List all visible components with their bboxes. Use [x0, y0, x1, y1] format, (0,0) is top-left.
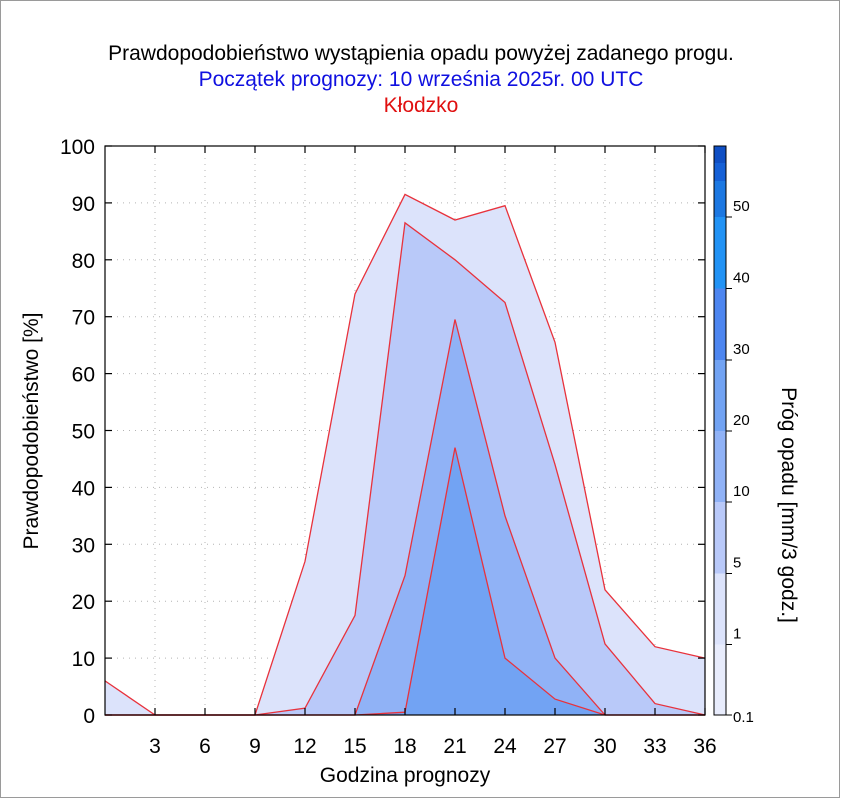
colorbar-segment — [714, 431, 726, 502]
x-tick-label: 15 — [343, 735, 366, 758]
y-tick-label: 0 — [83, 705, 95, 728]
x-axis-ticks: 3 6 9 12 15 18 21 24 27 30 33 36 — [149, 146, 717, 758]
colorbar-label: Próg opadu [mm/3 godz.] — [777, 387, 800, 623]
x-tick-label: 36 — [693, 735, 716, 758]
chart-location: Kłodzko — [383, 94, 459, 117]
colorbar-segment — [714, 181, 726, 217]
chart-subtitle: Początek prognozy: 10 września 2025r. 00… — [198, 68, 644, 91]
colorbar-tick-label: 40 — [733, 270, 750, 287]
area-threshold-5 — [105, 319, 705, 715]
chart-title: Prawdopodobieństwo wystąpienia opadu pow… — [108, 42, 734, 65]
colorbar-tick-label: 20 — [733, 412, 750, 429]
x-tick-label: 12 — [293, 735, 316, 758]
y-axis-label: Prawdopodobieństwo [%] — [20, 313, 43, 550]
y-tick-label: 90 — [72, 193, 95, 216]
y-axis-ticks: 0 10 20 30 40 50 60 70 80 90 100 — [60, 136, 705, 728]
y-tick-label: 40 — [72, 477, 95, 500]
y-tick-label: 30 — [72, 534, 95, 557]
colorbar-segment — [714, 146, 726, 163]
colorbar-tick-label: 50 — [733, 198, 750, 215]
x-tick-label: 27 — [543, 735, 566, 758]
y-tick-label: 60 — [72, 364, 95, 387]
colorbar-segment — [714, 360, 726, 431]
colorbar-tick-label: 5 — [733, 555, 741, 572]
y-tick-label: 70 — [72, 307, 95, 330]
x-axis-label: Godzina prognozy — [320, 764, 491, 787]
x-tick-label: 9 — [249, 735, 261, 758]
y-tick-label: 10 — [72, 648, 95, 671]
x-tick-label: 6 — [199, 735, 211, 758]
colorbar: 0.1 1 5 10 20 30 40 50 — [713, 145, 754, 726]
x-tick-label: 3 — [149, 735, 161, 758]
colorbar-tick-label: 10 — [733, 483, 750, 500]
x-tick-label: 24 — [493, 735, 517, 758]
colorbar-segment — [714, 644, 726, 715]
y-tick-label: 100 — [60, 136, 95, 159]
colorbar-segment — [714, 573, 726, 645]
y-tick-label: 80 — [72, 250, 95, 273]
colorbar-segment — [714, 217, 726, 289]
x-tick-label: 30 — [593, 735, 616, 758]
x-tick-label: 18 — [393, 735, 416, 758]
area-threshold-1 — [105, 222, 705, 716]
colorbar-segment — [714, 502, 726, 574]
colorbar-tick-label: 30 — [733, 341, 750, 358]
colorbar-tick-label: 0.1 — [733, 709, 754, 726]
colorbar-tick-label: 1 — [733, 626, 741, 643]
x-tick-label: 33 — [643, 735, 666, 758]
y-tick-label: 20 — [72, 591, 95, 614]
y-tick-label: 50 — [72, 421, 95, 444]
x-tick-label: 21 — [443, 735, 466, 758]
colorbar-segment — [714, 163, 726, 181]
colorbar-segment — [714, 288, 726, 360]
